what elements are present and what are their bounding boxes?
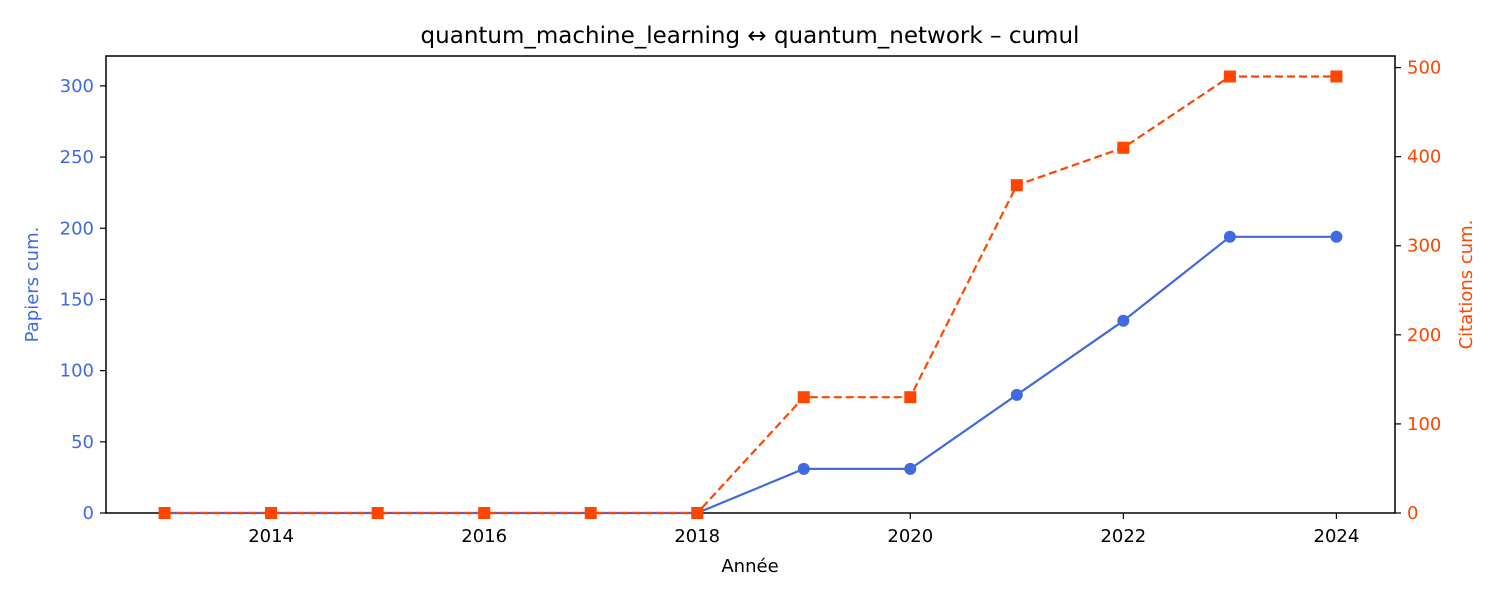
- data-point-papers: [1117, 314, 1130, 327]
- left-y-tick-label: 0: [83, 503, 94, 524]
- x-tick-label: 2022: [1100, 526, 1146, 547]
- left-y-tick-label: 100: [60, 361, 94, 382]
- data-point-citations: [1117, 141, 1130, 154]
- right-y-tick-label: 300: [1407, 236, 1441, 257]
- right-y-tick-label: 100: [1407, 414, 1441, 435]
- series-line-papers: [164, 235, 1337, 515]
- left-y-tick-label: 250: [60, 147, 94, 168]
- right-y-axis-label: Citations cum.: [1456, 220, 1477, 350]
- data-point-papers: [904, 462, 917, 475]
- x-axis-label: Année: [721, 556, 778, 577]
- x-tick-label: 2020: [887, 526, 933, 547]
- x-tick-label: 2016: [461, 526, 507, 547]
- right-y-tick-label: 400: [1407, 147, 1441, 168]
- series-line-citations: [164, 75, 1337, 515]
- data-point-citations: [904, 391, 917, 404]
- data-point-citations: [265, 507, 278, 519]
- x-tick-label: 2014: [248, 526, 294, 547]
- series-layer: [158, 70, 1343, 519]
- left-y-tick-label: 150: [60, 289, 94, 310]
- data-point-papers: [1010, 388, 1023, 401]
- x-tick-label: 2024: [1314, 526, 1360, 547]
- data-point-citations: [158, 507, 171, 519]
- data-point-citations: [478, 507, 491, 519]
- left-y-axis-label: Papiers cum.: [22, 227, 43, 343]
- right-y-axis-ticks: 0 100 200 300 400 500: [1395, 58, 1441, 524]
- left-y-tick-label: 300: [60, 76, 94, 97]
- left-y-tick-label: 200: [60, 218, 94, 239]
- data-point-citations: [691, 507, 704, 519]
- data-point-citations: [1010, 179, 1023, 192]
- x-tick-label: 2018: [674, 526, 720, 547]
- data-point-papers: [797, 462, 810, 475]
- data-point-papers: [1223, 230, 1236, 243]
- chart-title: quantum_machine_learning ↔ quantum_netwo…: [421, 23, 1080, 49]
- data-point-citations: [797, 391, 810, 404]
- plot-area-frame: [105, 55, 1396, 514]
- right-y-tick-label: 0: [1407, 503, 1418, 524]
- left-y-tick-label: 50: [71, 432, 94, 453]
- data-point-citations: [584, 507, 597, 519]
- right-y-tick-label: 200: [1407, 325, 1441, 346]
- data-point-citations: [1330, 70, 1343, 83]
- left-y-axis-ticks: 0 50 100 150 200 250 300: [60, 76, 106, 524]
- data-point-citations: [1223, 70, 1236, 83]
- data-point-papers: [1330, 230, 1343, 243]
- right-y-tick-label: 500: [1407, 58, 1441, 79]
- x-axis-ticks: 2014 2016 2018 2020 2022 2024: [248, 513, 1359, 547]
- data-point-citations: [371, 507, 384, 519]
